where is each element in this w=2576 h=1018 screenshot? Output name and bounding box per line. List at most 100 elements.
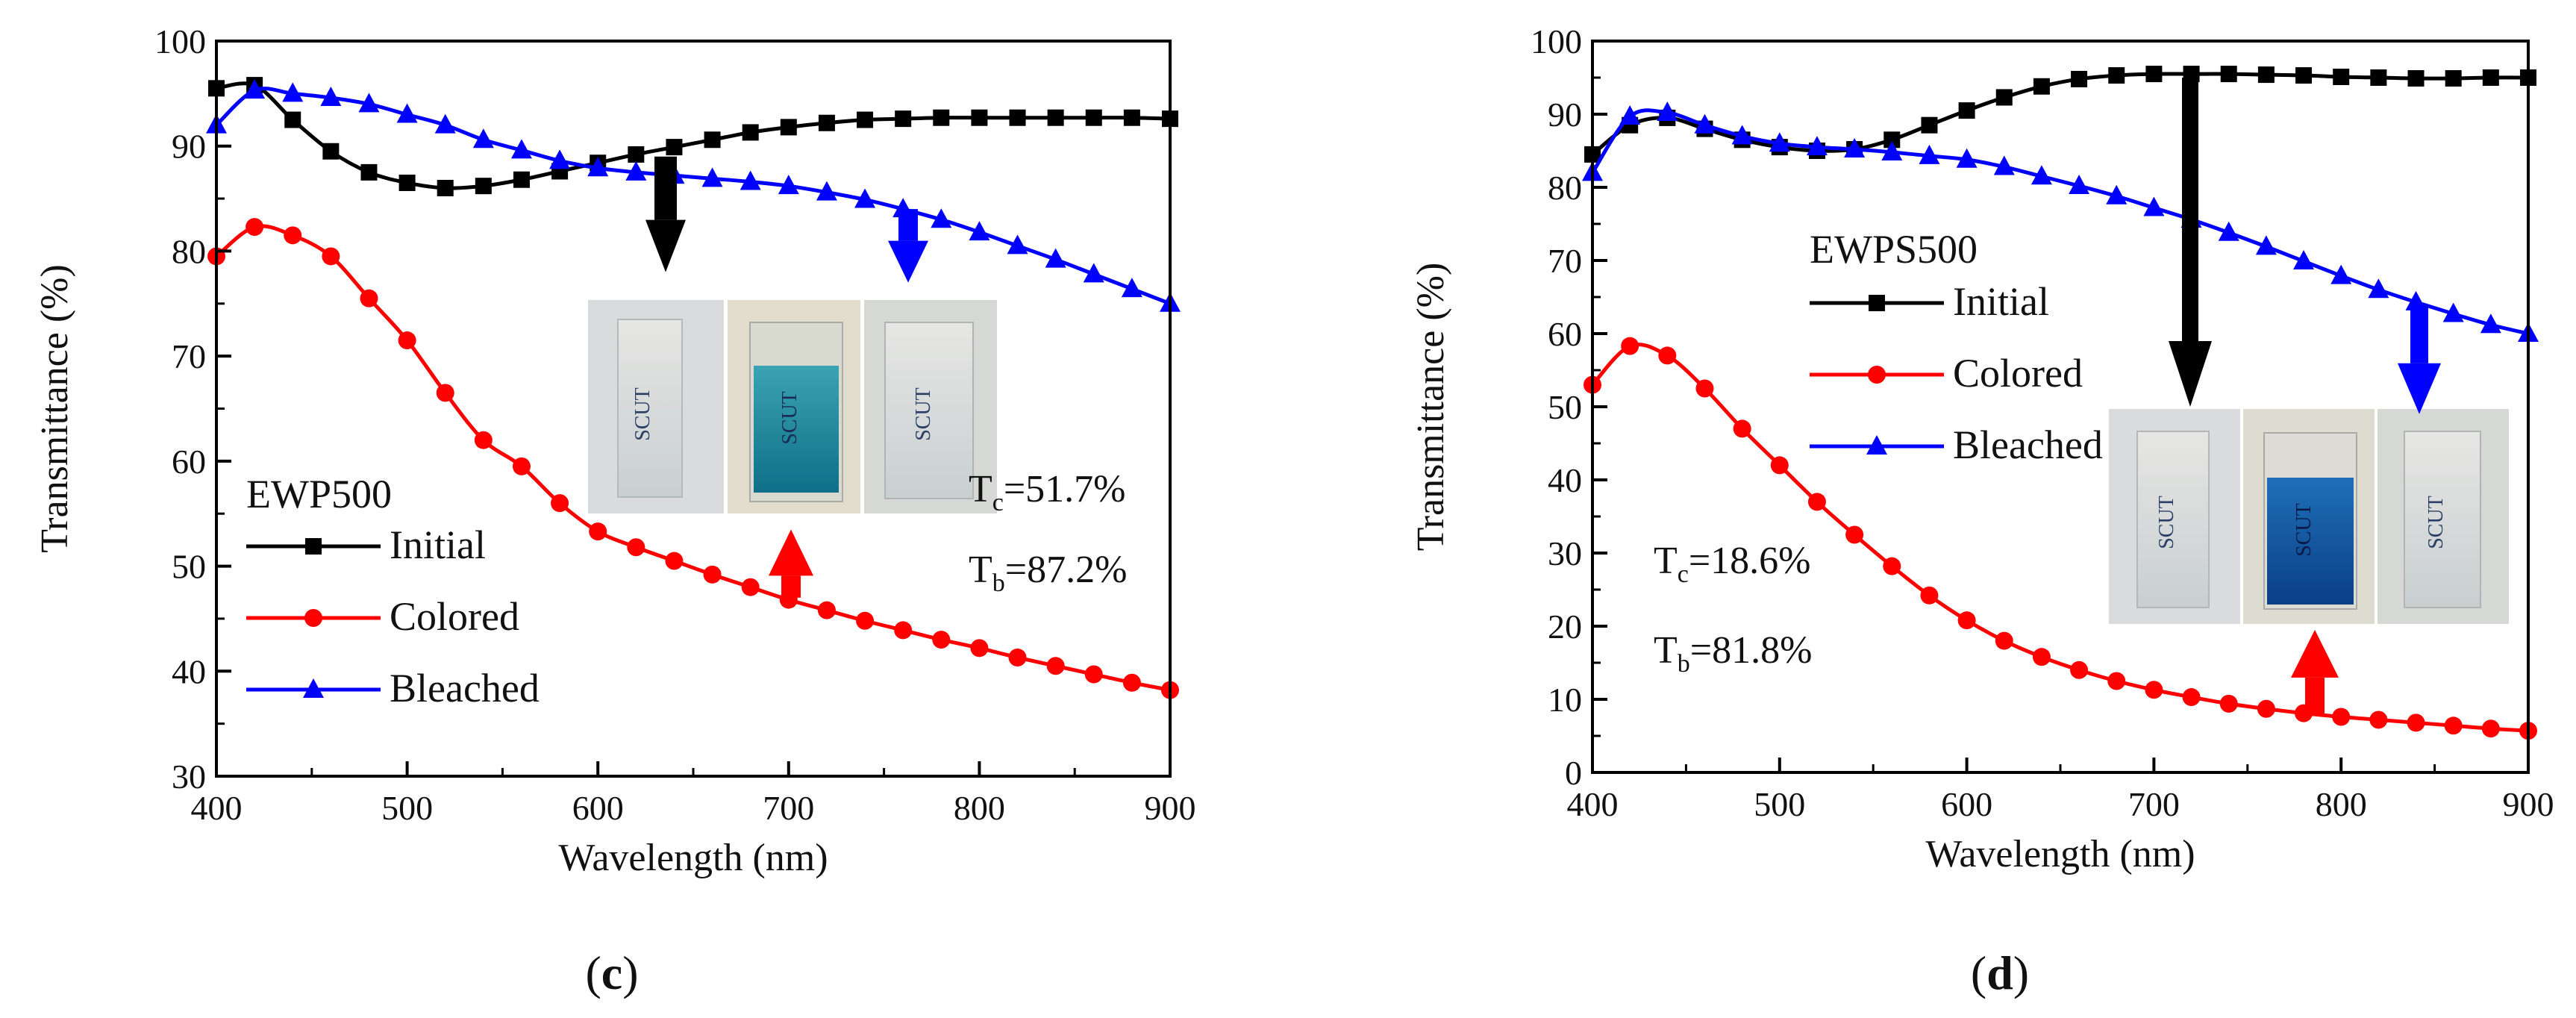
data-point-initial xyxy=(2482,69,2499,86)
data-point-initial xyxy=(1123,109,1140,126)
y-tick-label: 0 xyxy=(1565,754,1582,792)
y-tick-label: 100 xyxy=(154,22,206,60)
sample-strip-label: SCUT xyxy=(912,387,935,441)
data-point-colored xyxy=(2444,716,2463,735)
data-point-initial xyxy=(2257,66,2275,84)
data-point-bleached xyxy=(1694,113,1716,134)
panel-c: SCUT SCUT SCUT 30 40 50 60 70 80 90 100 400 500 60… xyxy=(34,22,1196,999)
data-point-initial xyxy=(2108,67,2125,84)
data-point-colored xyxy=(894,621,913,640)
data-point-colored xyxy=(1845,525,1864,544)
data-point-initial xyxy=(398,174,416,191)
data-point-colored xyxy=(970,639,989,658)
data-point-colored xyxy=(436,384,454,402)
data-point-bleached xyxy=(1919,144,1940,164)
data-point-initial xyxy=(818,114,835,131)
arrow-shaft xyxy=(2182,78,2198,341)
data-point-initial xyxy=(2295,67,2313,84)
data-point-colored xyxy=(2219,694,2238,713)
data-point-bleached xyxy=(1007,234,1028,254)
data-point-initial xyxy=(2220,66,2237,83)
legend-title: EWPS500 xyxy=(1810,227,1978,272)
legend-label-colored: Colored xyxy=(1953,351,2083,396)
data-point-bleached xyxy=(740,170,761,190)
y-tick-label: 80 xyxy=(1548,169,1582,207)
data-point-bleached xyxy=(778,175,799,195)
data-point-initial xyxy=(1883,131,1901,149)
data-point-initial xyxy=(780,119,797,136)
legend-label-colored: Colored xyxy=(390,594,519,639)
x-tick-label: 400 xyxy=(191,789,243,827)
data-point-initial xyxy=(971,109,988,126)
y-tick-label: 50 xyxy=(1548,388,1582,426)
y-tick-label: 100 xyxy=(1531,22,1582,60)
data-point-colored xyxy=(589,522,607,541)
sample-strip-label: SCUT xyxy=(2292,503,2316,557)
data-point-bleached xyxy=(587,157,609,177)
y-tick-label: 60 xyxy=(172,443,206,481)
arrow-head xyxy=(2291,629,2339,678)
panel-label: (d) xyxy=(1971,946,2029,999)
data-point-colored xyxy=(1807,493,1826,511)
data-point-colored xyxy=(2182,688,2201,707)
data-point-bleached xyxy=(2255,235,2277,255)
legend-marker-initial xyxy=(1869,295,1885,311)
data-point-colored xyxy=(2257,699,2275,718)
data-point-initial xyxy=(322,143,340,160)
arrow-head xyxy=(769,529,813,576)
x-axis-label: Wavelength (nm) xyxy=(558,837,828,879)
y-tick-label: 30 xyxy=(172,758,206,796)
data-point-initial xyxy=(437,180,454,196)
data-point-initial xyxy=(2033,78,2050,95)
sample-strip-colored xyxy=(2267,478,2354,605)
data-point-bleached xyxy=(2031,165,2052,185)
data-point-bleached xyxy=(931,208,952,228)
data-point-bleached xyxy=(2143,196,2165,216)
data-point-initial xyxy=(704,131,721,149)
data-point-initial xyxy=(2145,66,2163,83)
legend-marker-colored xyxy=(1868,366,1886,384)
data-point-colored xyxy=(1695,379,1714,398)
data-point-bleached xyxy=(320,86,342,106)
data-point-bleached xyxy=(816,181,837,201)
arrow-head xyxy=(2169,341,2212,407)
data-point-bleached xyxy=(1121,278,1142,298)
sample-strip xyxy=(617,319,683,498)
data-point-initial xyxy=(2071,70,2088,87)
data-point-bleached xyxy=(1619,104,1641,125)
data-point-bleached xyxy=(510,139,532,159)
tc-annotation: Tc=51.7% xyxy=(969,468,1126,516)
x-tick-label: 500 xyxy=(381,789,433,827)
y-tick-label: 60 xyxy=(1548,315,1582,353)
data-point-bleached xyxy=(2106,184,2128,204)
y-tick-label: 10 xyxy=(1548,681,1582,719)
data-point-initial xyxy=(1085,109,1102,126)
data-point-colored xyxy=(1621,337,1639,355)
data-point-colored xyxy=(1883,557,1901,575)
data-point-colored xyxy=(2145,681,2163,699)
data-point-bleached xyxy=(1657,102,1678,122)
data-point-initial xyxy=(1009,109,1026,126)
data-point-initial xyxy=(513,171,530,188)
data-point-initial xyxy=(742,124,759,141)
data-point-bleached xyxy=(2069,175,2090,195)
data-point-colored xyxy=(398,331,416,350)
data-point-initial xyxy=(2370,69,2387,86)
x-tick-label: 900 xyxy=(1145,789,1196,827)
y-tick-label: 40 xyxy=(1548,461,1582,499)
data-point-colored xyxy=(322,247,340,266)
data-point-initial xyxy=(857,111,874,128)
data-point-colored xyxy=(1733,419,1751,438)
arrow-shaft xyxy=(654,156,677,220)
data-point-bleached xyxy=(1844,138,1866,158)
x-tick-label: 600 xyxy=(1941,785,1992,823)
x-tick-label: 900 xyxy=(2503,785,2554,823)
data-point-colored xyxy=(932,631,951,649)
data-point-bleached xyxy=(1806,136,1828,156)
panel-label: (c) xyxy=(585,946,638,999)
y-tick-label: 50 xyxy=(172,548,206,586)
data-point-bleached xyxy=(2480,313,2501,334)
data-point-initial xyxy=(933,109,950,126)
data-point-initial xyxy=(2333,69,2350,86)
data-point-colored xyxy=(741,578,760,596)
